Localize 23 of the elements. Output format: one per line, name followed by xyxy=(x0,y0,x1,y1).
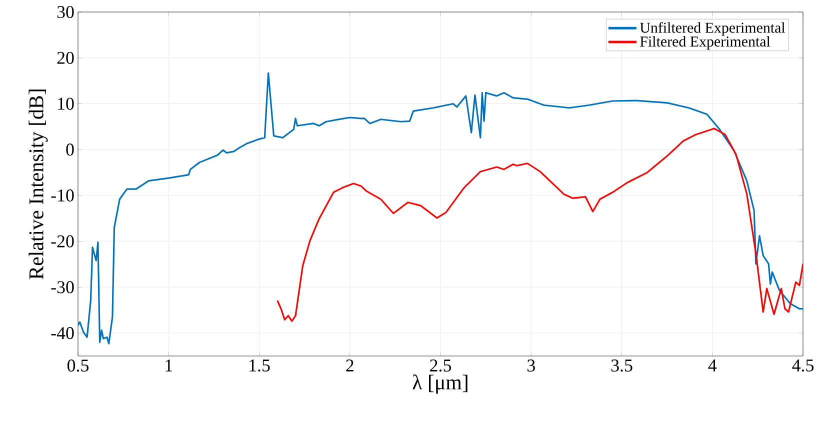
legend-label: Unfiltered Experimental xyxy=(640,22,786,36)
x-tick-label: 3.5 xyxy=(611,360,632,372)
x-tick-label: 3 xyxy=(528,360,535,372)
line-series xyxy=(276,128,804,322)
x-tick-label: 4 xyxy=(708,360,717,372)
x-tick-label: 2 xyxy=(346,360,354,372)
y-tick-label: 10 xyxy=(58,98,74,110)
x-tick-label: 1 xyxy=(166,360,172,372)
legend-label: Filtered Experimental xyxy=(640,36,770,50)
y-tick-label: -30 xyxy=(51,281,74,294)
line-series xyxy=(78,72,804,344)
y-axis-title: Relative Intensity [dB] xyxy=(28,90,48,280)
y-tick-label: -10 xyxy=(51,189,74,202)
y-tick-label: -20 xyxy=(51,235,74,248)
y-tick-label: 30 xyxy=(57,6,74,18)
y-tick-label: 0 xyxy=(66,144,74,156)
x-axis-title: λ [μm] xyxy=(412,374,468,394)
x-tick-label: 0.5 xyxy=(67,360,89,372)
x-tick-label: 2.5 xyxy=(430,360,452,372)
y-tick-label: 20 xyxy=(57,52,74,64)
y-tick-label: -40 xyxy=(51,327,74,340)
x-tick-label: 1.5 xyxy=(250,360,270,372)
x-tick-label: 4.5 xyxy=(792,360,814,372)
